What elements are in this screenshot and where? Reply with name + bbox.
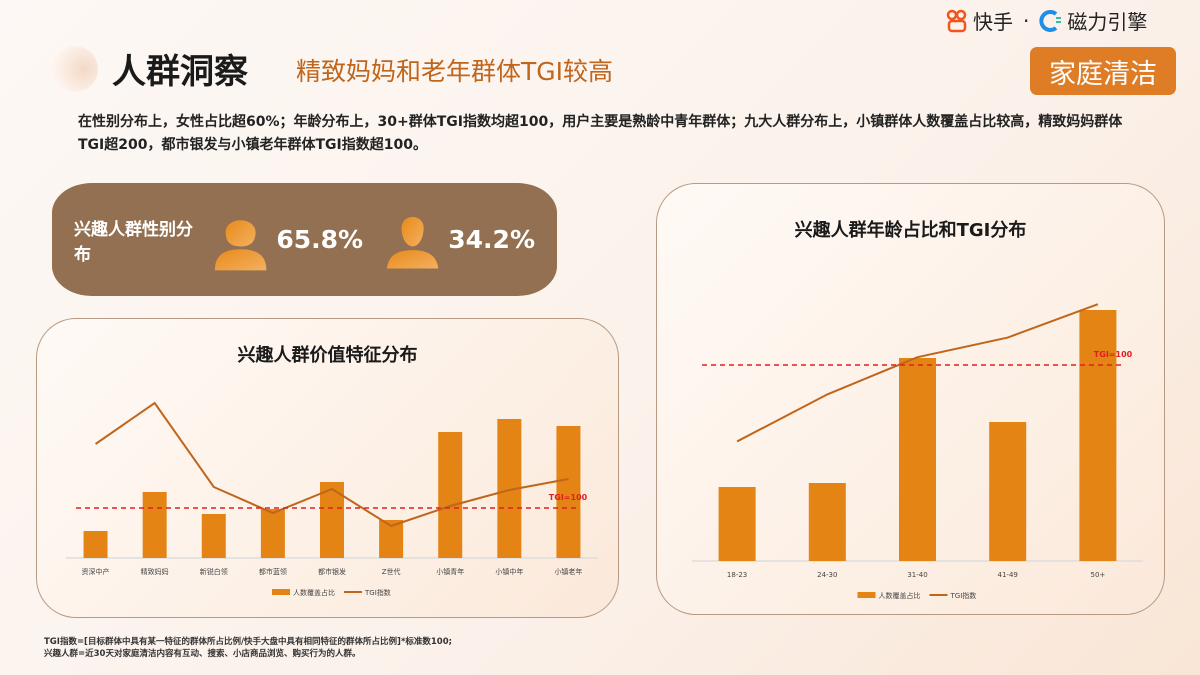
bar-18-23 bbox=[718, 487, 756, 561]
page-title: 人群洞察 bbox=[112, 52, 248, 92]
value-segment-chart-panel: 兴趣人群价值特征分布 资深中产 精致妈妈 新锐白领 都市蓝领 都市银发 Z世代 小镇青年 小镇… bbox=[36, 318, 619, 618]
age-chart: 18-23 24-30 31-40 41-49 50+ TGI=100 人数覆盖占比 TGI指… bbox=[692, 303, 1143, 600]
x-tick-label: 31-40 bbox=[907, 571, 927, 579]
x-tick-label: 41-49 bbox=[998, 571, 1018, 579]
value-segment-chart: 资深中产 精致妈妈 新锐白领 都市蓝领 都市银发 Z世代 小镇青年 小镇中年 小镇老年 TGI=1… bbox=[66, 401, 598, 597]
x-tick-label: 小镇青年 bbox=[436, 567, 464, 576]
cili-logo-icon bbox=[1039, 9, 1062, 32]
legend-bar-label: 人数覆盖占比 bbox=[879, 591, 921, 600]
bar-小镇老年 bbox=[556, 426, 581, 558]
gender-distribution-panel: 兴趣人群性别分布 65.8% 34.2% bbox=[52, 183, 557, 296]
x-tick-label: 新锐白领 bbox=[200, 567, 228, 576]
x-tick-label: 24-30 bbox=[817, 571, 837, 579]
tgi-reference-label: TGI=100 bbox=[549, 493, 588, 502]
bar-都市蓝领 bbox=[260, 509, 285, 558]
male-avatar-icon bbox=[386, 216, 439, 269]
brand-logo: 快手 · 磁力引擎 bbox=[945, 6, 1147, 35]
bar-新锐白领 bbox=[201, 514, 226, 558]
x-tick-label: Z世代 bbox=[382, 567, 401, 576]
x-tick-label: 都市银发 bbox=[318, 567, 346, 576]
bar-50+ bbox=[1079, 310, 1117, 561]
chart-title: 兴趣人群价值特征分布 bbox=[237, 345, 418, 366]
bar-31-40 bbox=[899, 358, 936, 561]
x-tick-label: 资深中产 bbox=[82, 567, 110, 576]
legend-line-label: TGI指数 bbox=[950, 591, 977, 600]
gender-label: 兴趣人群性别分布 bbox=[74, 219, 193, 265]
cili-brand: 磁力引擎 bbox=[1067, 10, 1148, 34]
bar-41-49 bbox=[989, 422, 1027, 561]
x-tick-label: 都市蓝领 bbox=[259, 567, 287, 576]
female-percentage: 65.8% bbox=[276, 225, 364, 254]
age-chart-panel: 兴趣人群年龄占比和TGI分布 18-23 24-30 31-40 41-49 50+ TG… bbox=[656, 183, 1165, 615]
footnote-audience: 兴趣人群=近30天对家庭清洁内容有互动、搜索、小店商品浏览、购买行为的人群。 bbox=[44, 649, 361, 659]
kuaishou-logo-icon bbox=[946, 9, 967, 32]
summary-text: 在性别分布上，女性占比超60%；年龄分布上，30+群体TGI指数均超100，用户… bbox=[78, 114, 1123, 153]
female-avatar-icon bbox=[214, 219, 267, 270]
legend-bar-swatch bbox=[272, 589, 290, 595]
x-tick-label: 小镇中年 bbox=[495, 567, 523, 576]
x-tick-label: 50+ bbox=[1091, 571, 1106, 579]
page-subtitle: 精致妈妈和老年群体TGI较高 bbox=[296, 57, 614, 86]
legend-bar-label: 人数覆盖占比 bbox=[293, 588, 335, 597]
bar-精致妈妈 bbox=[142, 492, 167, 558]
x-tick-label: 精致妈妈 bbox=[141, 567, 169, 576]
brand-separator: · bbox=[1023, 8, 1030, 33]
bar-24-30 bbox=[808, 483, 846, 561]
kuaishou-brand: 快手 bbox=[973, 10, 1013, 34]
bar-小镇青年 bbox=[438, 432, 463, 558]
category-tag: 家庭清洁 bbox=[1030, 47, 1176, 95]
x-tick-label: 18-23 bbox=[727, 571, 747, 579]
footnote: TGI指数=[目标群体中具有某一特征的群体所占比例/快手大盘中具有相同特征的群体… bbox=[44, 636, 452, 660]
footnote-tgi: TGI指数=[目标群体中具有某一特征的群体所占比例/快手大盘中具有相同特征的群体… bbox=[44, 637, 453, 647]
male-percentage: 34.2% bbox=[448, 225, 535, 254]
title-decoration bbox=[52, 46, 98, 92]
legend-line-label: TGI指数 bbox=[364, 588, 391, 597]
chart-title: 兴趣人群年龄占比和TGI分布 bbox=[794, 220, 1027, 241]
bar-资深中产 bbox=[83, 531, 108, 558]
x-tick-label: 小镇老年 bbox=[554, 567, 582, 576]
legend-bar-swatch bbox=[857, 592, 876, 598]
tgi-reference-label: TGI=100 bbox=[1094, 350, 1133, 359]
